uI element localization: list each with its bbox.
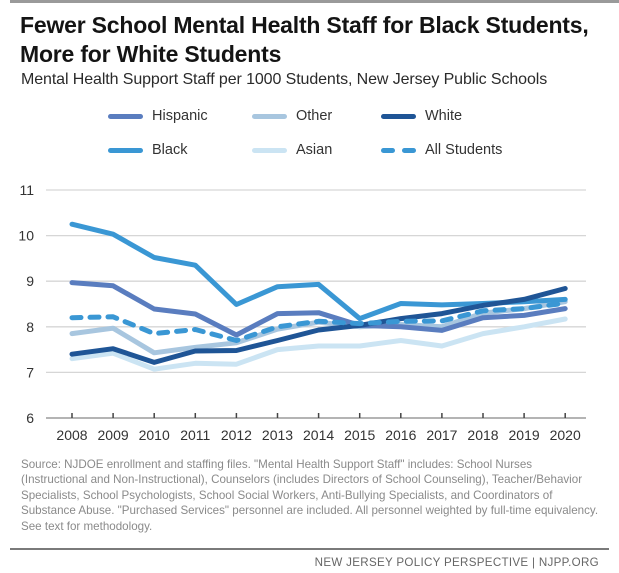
x-tick-label: 2018 xyxy=(467,427,498,443)
legend-swatch-asian xyxy=(252,147,287,153)
y-tick-label: 11 xyxy=(19,182,34,198)
x-tick-label: 2019 xyxy=(509,427,540,443)
y-tick-label: 9 xyxy=(26,273,34,289)
legend-item-black: Black xyxy=(108,142,187,158)
x-tick-label: 2020 xyxy=(550,427,581,443)
top-rule xyxy=(10,0,619,3)
x-tick-label: 2017 xyxy=(426,427,457,443)
y-tick-label: 7 xyxy=(26,364,34,380)
bottom-rule xyxy=(10,548,609,550)
legend-item-other: Other xyxy=(252,108,332,124)
line-chart: 6 7 8 9 10 11 2008 2009 2010 2011 2012 2013 2014 201… xyxy=(18,182,586,443)
legend-swatch-other xyxy=(252,113,287,119)
legend-swatch-all-students xyxy=(381,147,416,153)
legend-label-hispanic: Hispanic xyxy=(152,108,208,124)
series-line-white xyxy=(69,286,568,365)
x-tick-label: 2010 xyxy=(139,427,170,443)
legend-swatch-white xyxy=(381,113,416,119)
legend-item-white: White xyxy=(381,108,462,124)
footer-credit: NEW JERSEY POLICY PERSPECTIVE | NJPP.ORG xyxy=(314,556,599,569)
chart-subtitle: Mental Health Support Staff per 1000 Stu… xyxy=(21,71,548,88)
x-tick-label: 2016 xyxy=(385,427,416,443)
y-tick-label: 8 xyxy=(26,319,34,335)
chart-title: Fewer School Mental Health Staff for Bla… xyxy=(20,12,589,67)
x-tick-label: 2009 xyxy=(98,427,129,443)
x-tick-label: 2012 xyxy=(221,427,252,443)
y-axis: 6 7 8 9 10 11 xyxy=(18,182,34,426)
legend-item-asian: Asian xyxy=(252,142,332,158)
legend-label-asian: Asian xyxy=(296,142,333,158)
x-tick-label: 2014 xyxy=(303,427,334,443)
series-lines xyxy=(69,221,568,372)
legend-item-hispanic: Hispanic xyxy=(108,108,208,124)
legend-swatch-hispanic xyxy=(108,113,143,119)
source-note: Source: NJDOE enrollment and staffing fi… xyxy=(21,458,599,533)
series-line-all-students xyxy=(69,300,568,343)
legend-label-black: Black xyxy=(152,142,188,158)
legend-item-all-students: All Students xyxy=(381,142,502,158)
y-tick-label: 6 xyxy=(26,410,34,426)
legend-label-all-students: All Students xyxy=(425,142,503,158)
legend-label-white: White xyxy=(425,108,463,124)
x-tick-label: 2011 xyxy=(180,427,210,443)
x-tick-label: 2013 xyxy=(262,427,293,443)
legend: Hispanic Other White Black Asian All Stu… xyxy=(108,108,528,168)
gridlines xyxy=(46,189,586,374)
legend-label-other: Other xyxy=(296,108,333,124)
x-tick-label: 2008 xyxy=(56,427,87,443)
x-tick-label: 2015 xyxy=(344,427,375,443)
legend-swatch-black xyxy=(108,147,143,153)
y-tick-label: 10 xyxy=(18,228,34,244)
x-axis: 2008 2009 2010 2011 2012 2013 2014 2015 2016 2017… xyxy=(46,413,586,443)
